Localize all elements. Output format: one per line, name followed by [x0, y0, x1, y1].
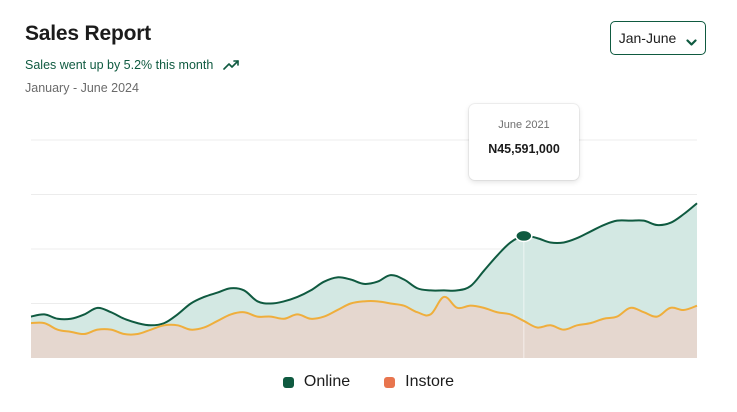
chart-legend: Online Instore	[0, 373, 737, 391]
chart-lines	[30, 202, 698, 336]
instore-swatch-icon	[384, 376, 396, 388]
report-period: January - June 2024	[25, 81, 139, 95]
tooltip-value: N45,591,000	[488, 142, 560, 156]
page-title: Sales Report	[25, 22, 151, 45]
legend-item-online[interactable]: Online	[282, 373, 351, 391]
instore-line	[30, 295, 698, 336]
chevron-down-icon	[686, 34, 697, 46]
trending-up-icon	[223, 59, 240, 71]
online-highlight-point[interactable]	[515, 229, 533, 243]
legend-item-instore[interactable]: Instore	[384, 373, 454, 391]
online-area	[31, 203, 697, 358]
chart-tooltip: June 2021 N45,591,000	[469, 104, 579, 180]
trend-text: Sales went up by 5.2% this month	[25, 58, 214, 72]
legend-label-online: Online	[303, 373, 351, 390]
date-range-dropdown[interactable]: Jan-June	[610, 21, 706, 55]
chart-areas	[31, 203, 697, 358]
online-swatch-icon	[282, 376, 294, 388]
tooltip-date: June 2021	[498, 119, 550, 131]
instore-area	[31, 296, 697, 358]
chart-markers	[515, 229, 533, 243]
date-range-value: Jan-June	[618, 30, 677, 46]
legend-label-instore: Instore	[405, 373, 455, 390]
online-line	[30, 202, 698, 327]
trend-summary: Sales went up by 5.2% this month	[25, 58, 240, 72]
